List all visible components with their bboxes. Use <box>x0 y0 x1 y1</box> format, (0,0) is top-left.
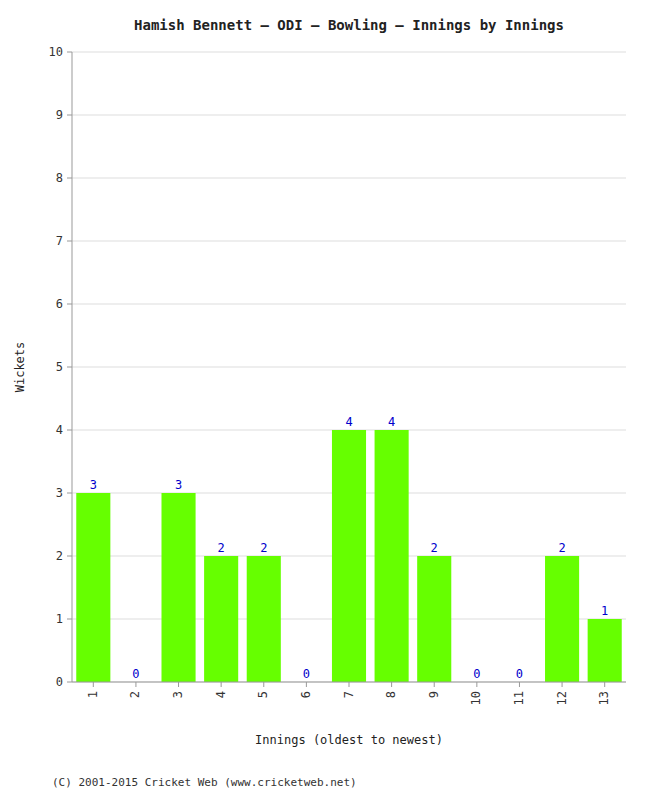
x-tick <box>263 682 264 687</box>
x-tick-label: 10 <box>469 691 483 705</box>
x-tick <box>519 682 520 687</box>
y-tick-label: 4 <box>56 423 63 437</box>
bar <box>204 556 238 682</box>
data-label: 4 <box>388 415 395 429</box>
grid-line <box>72 178 626 179</box>
y-tick-label: 9 <box>56 108 63 122</box>
grid-line <box>72 52 626 53</box>
bar <box>417 556 451 682</box>
data-label: 3 <box>90 478 97 492</box>
data-label: 2 <box>260 541 267 555</box>
y-tick <box>67 682 72 683</box>
bar <box>76 493 110 682</box>
data-label: 0 <box>516 667 523 681</box>
bars <box>76 430 621 682</box>
y-tick <box>67 115 72 116</box>
data-label: 3 <box>175 478 182 492</box>
x-axis: 12345678910111213 <box>86 682 611 705</box>
title: Hamish Bennett – ODI – Bowling – Innings… <box>134 17 564 33</box>
y-axis: 012345678910 <box>49 45 626 689</box>
x-axis-label: Innings (oldest to newest) <box>255 733 443 747</box>
x-tick <box>178 682 179 687</box>
x-tick <box>93 682 94 687</box>
grid-line <box>72 241 626 242</box>
y-tick-label: 5 <box>56 360 63 374</box>
chart-container: 0123456789103032204420021123456789101112… <box>0 0 650 800</box>
data-label: 2 <box>431 541 438 555</box>
y-tick-label: 8 <box>56 171 63 185</box>
bar <box>588 619 622 682</box>
data-label: 4 <box>345 415 352 429</box>
x-tick <box>349 682 350 687</box>
bar <box>247 556 281 682</box>
x-tick <box>306 682 307 687</box>
x-tick-label: 13 <box>597 691 611 705</box>
data-label: 2 <box>558 541 565 555</box>
x-tick-label: 8 <box>384 691 398 698</box>
bar <box>545 556 579 682</box>
background <box>0 0 650 800</box>
x-tick-label: 12 <box>555 691 569 705</box>
y-tick <box>67 178 72 179</box>
x-tick-label: 6 <box>299 691 313 698</box>
x-tick-label: 9 <box>427 691 441 698</box>
grid-line <box>72 115 626 116</box>
x-tick <box>434 682 435 687</box>
data-label: 0 <box>473 667 480 681</box>
y-tick-label: 3 <box>56 486 63 500</box>
x-tick-label: 2 <box>128 691 142 698</box>
data-label: 0 <box>132 667 139 681</box>
x-tick <box>135 682 136 687</box>
y-tick-label: 6 <box>56 297 63 311</box>
grid-line <box>72 304 626 305</box>
x-tick-label: 5 <box>256 691 270 698</box>
grid-line <box>72 367 626 368</box>
x-tick <box>391 682 392 687</box>
y-tick-label: 1 <box>56 612 63 626</box>
x-tick-label: 7 <box>342 691 356 698</box>
y-tick-label: 7 <box>56 234 63 248</box>
footer: (C) 2001-2015 Cricket Web (www.cricketwe… <box>52 776 357 789</box>
data-label: 1 <box>601 604 608 618</box>
bar <box>332 430 366 682</box>
y-tick <box>67 619 72 620</box>
x-tick <box>476 682 477 687</box>
y-tick-label: 2 <box>56 549 63 563</box>
y-tick <box>67 241 72 242</box>
data-label: 0 <box>303 667 310 681</box>
x-tick <box>562 682 563 687</box>
data-labels: 3 0 3 2 2 0 4 4 2 0 0 2 1 <box>90 415 609 681</box>
x-tick-label: 1 <box>86 691 100 698</box>
y-tick-label: 0 <box>56 675 63 689</box>
chart: 0123456789103032204420021123456789101112… <box>0 0 650 800</box>
x-tick-label: 4 <box>214 691 228 698</box>
y-tick-label: 10 <box>49 45 63 59</box>
y-tick <box>67 367 72 368</box>
x-tick <box>604 682 605 687</box>
x-tick <box>221 682 222 687</box>
y-tick <box>67 556 72 557</box>
x-tick-label: 3 <box>171 691 185 698</box>
y-tick <box>67 52 72 53</box>
bar <box>161 493 195 682</box>
y-axis-label: Wickets <box>13 342 27 393</box>
y-axis-line <box>72 52 73 682</box>
data-label: 2 <box>218 541 225 555</box>
y-tick <box>67 493 72 494</box>
y-tick <box>67 430 72 431</box>
bar <box>375 430 409 682</box>
y-tick <box>67 304 72 305</box>
x-tick-label: 11 <box>512 691 526 705</box>
